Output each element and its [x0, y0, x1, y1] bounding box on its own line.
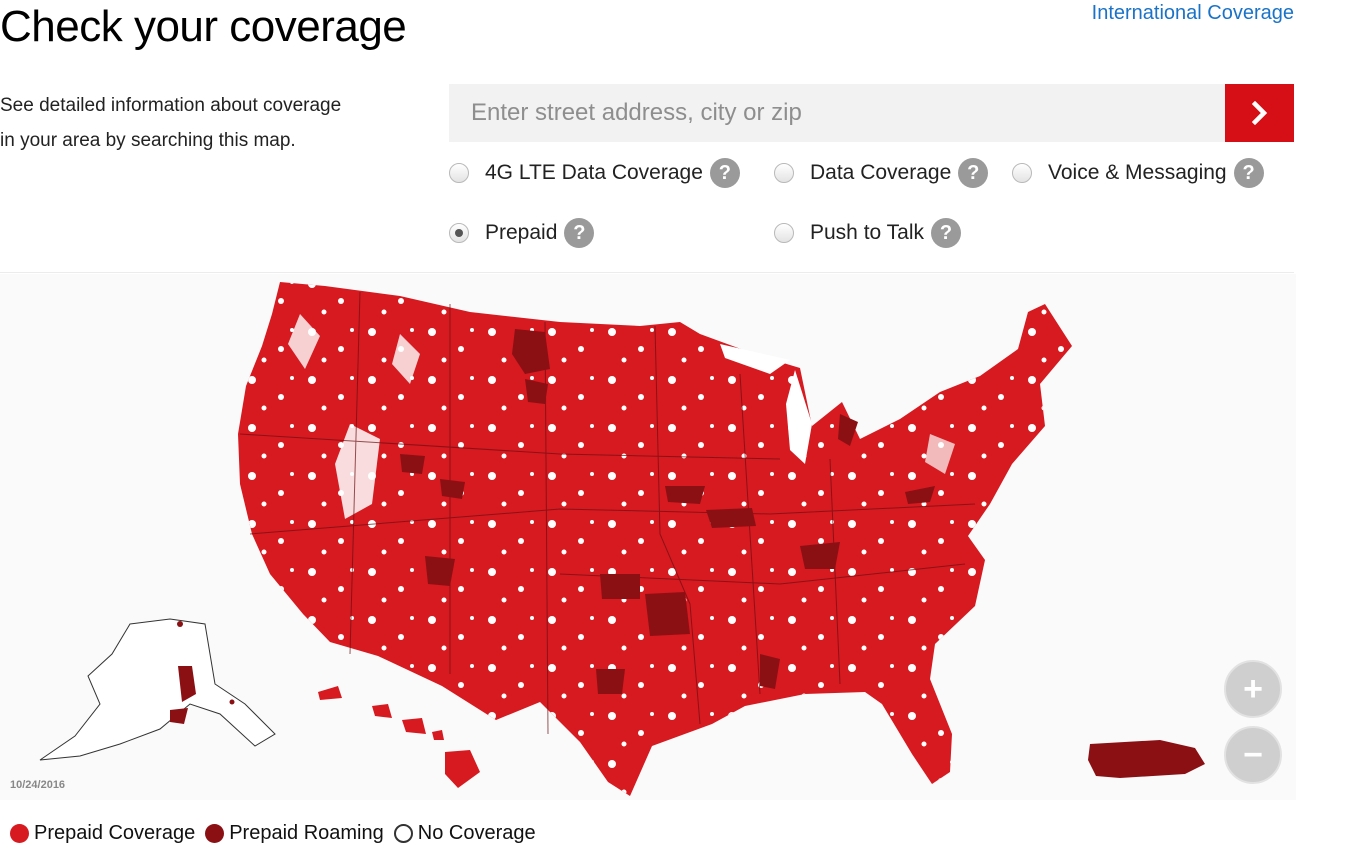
- help-icon[interactable]: ?: [564, 218, 595, 248]
- divider: [0, 272, 1294, 273]
- intro-line-1: See detailed information about coverage: [0, 95, 342, 116]
- page-title: Check your coverage: [0, 2, 407, 51]
- option-label: Prepaid: [485, 221, 558, 244]
- state-borders: [239, 291, 976, 735]
- legend-no-coverage: No Coverage: [393, 822, 536, 845]
- plus-icon: +: [1243, 670, 1263, 708]
- legend-prepaid-roaming: Prepaid Roaming: [205, 822, 384, 845]
- legend-label: Prepaid Coverage: [34, 822, 196, 844]
- search-submit-button[interactable]: [1225, 84, 1294, 142]
- help-icon[interactable]: ?: [958, 158, 989, 188]
- option-data-coverage[interactable]: Data Coverage ?: [774, 155, 989, 191]
- help-icon[interactable]: ?: [1233, 158, 1264, 188]
- legend-label: No Coverage: [417, 822, 536, 844]
- map-date-stamp: 10/24/2016: [10, 779, 66, 791]
- help-icon[interactable]: ?: [709, 158, 740, 188]
- coverage-map[interactable]: + − 10/24/2016: [0, 274, 1296, 800]
- radio-voice-messaging[interactable]: [1012, 163, 1032, 183]
- dark-red-dot-icon: [205, 824, 225, 843]
- help-icon[interactable]: ?: [931, 218, 962, 248]
- legend-prepaid-coverage: Prepaid Coverage: [10, 822, 195, 845]
- option-4g-lte[interactable]: 4G LTE Data Coverage ?: [449, 155, 740, 191]
- roaming-areas: [400, 329, 935, 694]
- radio-prepaid[interactable]: [449, 223, 469, 243]
- chevron-right-icon: [1251, 101, 1267, 125]
- option-label: 4G LTE Data Coverage: [485, 161, 703, 184]
- puerto-rico-roaming: [1088, 740, 1205, 778]
- radio-data-coverage[interactable]: [774, 163, 794, 183]
- empty-circle-icon: [393, 824, 413, 843]
- radio-push-to-talk[interactable]: [774, 223, 794, 243]
- option-push-to-talk[interactable]: Push to Talk ?: [774, 215, 962, 251]
- zoom-in-button[interactable]: +: [1224, 660, 1282, 718]
- red-dot-icon: [10, 824, 29, 843]
- option-voice-messaging[interactable]: Voice & Messaging ?: [1012, 155, 1264, 191]
- option-label: Push to Talk: [810, 221, 925, 244]
- option-prepaid[interactable]: Prepaid ?: [449, 215, 595, 251]
- minus-icon: −: [1243, 736, 1263, 774]
- radio-4g-lte[interactable]: [449, 163, 469, 183]
- map-legend: Prepaid Coverage Prepaid Roaming No Cove…: [10, 822, 546, 845]
- zoom-out-button[interactable]: −: [1224, 726, 1282, 784]
- option-label: Data Coverage: [810, 161, 952, 184]
- international-coverage-link[interactable]: International Coverage: [1091, 2, 1294, 24]
- hawaii-coverage: [318, 686, 480, 788]
- intro-text: See detailed information about coverage …: [0, 88, 420, 158]
- coverage-map-graphic: [39, 282, 1205, 796]
- option-label: Voice & Messaging: [1048, 161, 1227, 184]
- alaska-coverage: [39, 618, 276, 761]
- search-input[interactable]: [449, 84, 1225, 142]
- coverage-type-options: 4G LTE Data Coverage ? Data Coverage ? V…: [449, 155, 1294, 265]
- search-bar: [449, 84, 1294, 142]
- intro-line-2: in your area by searching this map.: [0, 130, 296, 151]
- legend-label: Prepaid Roaming: [229, 822, 384, 844]
